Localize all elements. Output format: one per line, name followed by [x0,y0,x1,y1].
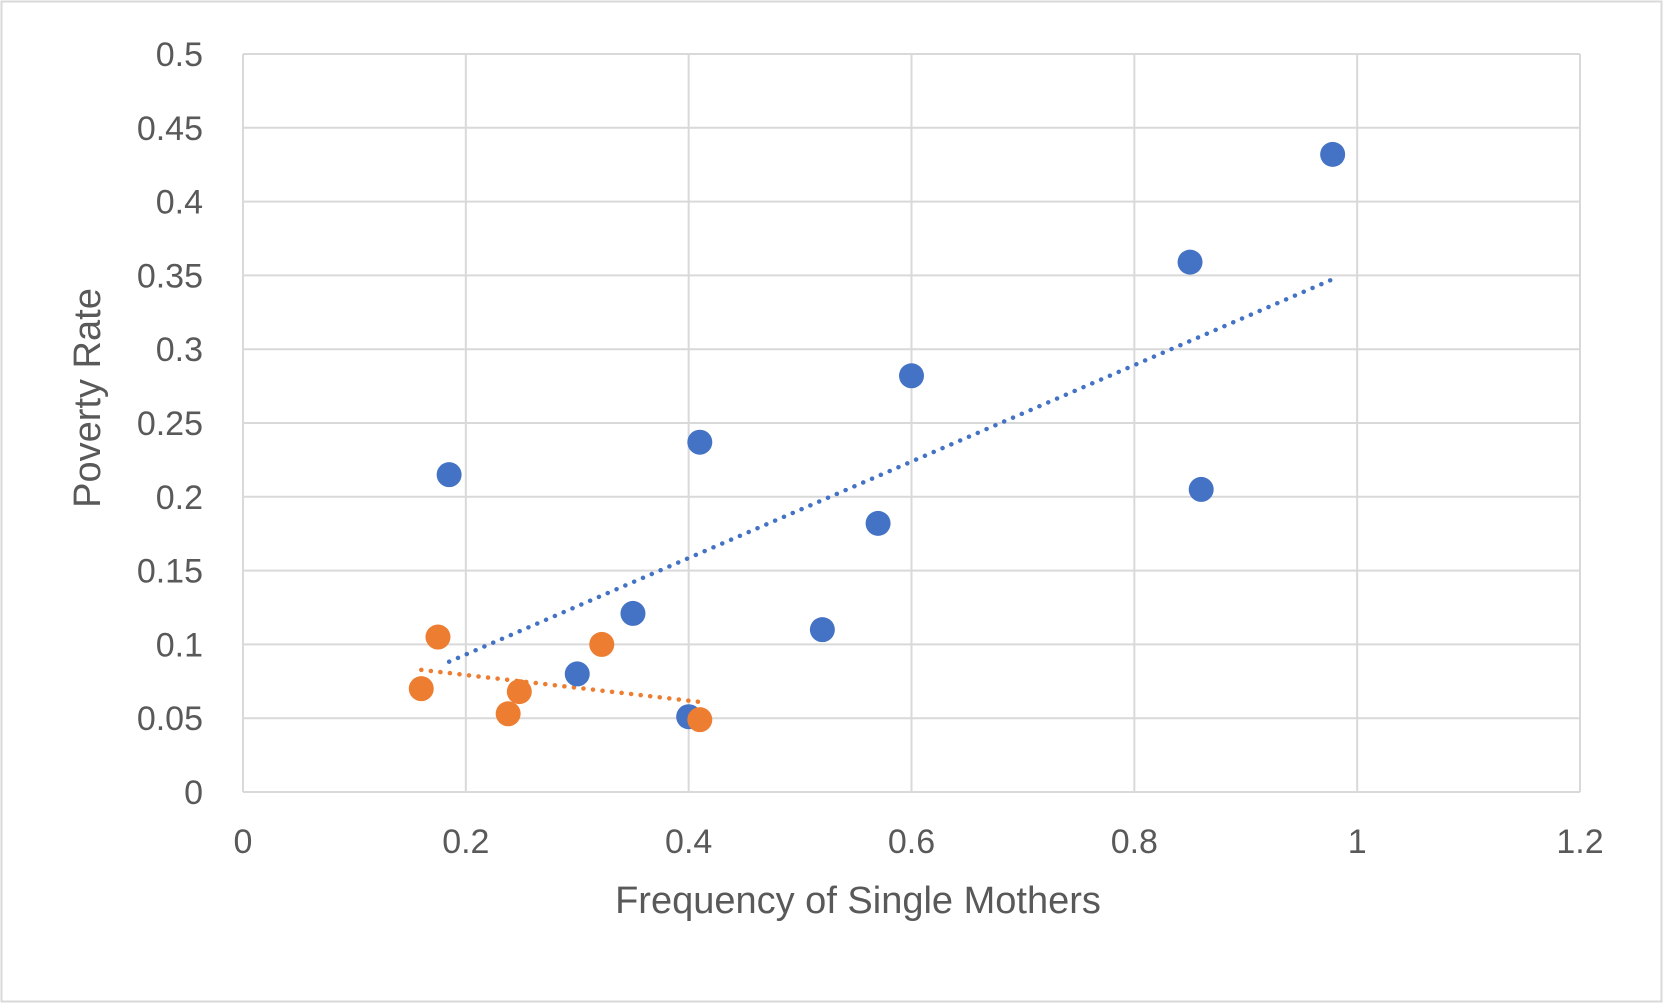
y-tick-label: 0.15 [137,553,203,591]
series-1-point [1320,141,1346,167]
x-tick-label: 0.8 [1111,823,1158,861]
series-2-point [408,676,434,702]
x-tick-label: 0.4 [665,823,712,861]
series-1-point [899,363,924,389]
series-1-point [620,600,646,626]
y-tick-label: 0.25 [137,405,203,443]
y-tick-label: 0.4 [156,184,203,222]
y-tick-label: 0.45 [137,110,203,148]
series-1-point [436,462,462,488]
series-1-point [865,510,891,536]
x-tick-label: 1 [1348,823,1367,861]
y-tick-label: 0.2 [156,479,203,517]
series-1-point [564,661,590,687]
series-1-point [687,429,713,455]
series-2-point [589,631,615,657]
series-1-point [809,617,835,643]
y-tick-label: 0.5 [156,36,203,74]
x-tick-label: 0 [234,823,253,861]
series-2-point [495,701,521,727]
series-1-trendline [446,277,1335,664]
tick-labels: 0 0.05 0.1 0.15 0.2 0.25 0.3 0.35 0.4 0.45 0.5 0 0.2… [137,36,1604,861]
series-2-point [425,624,451,650]
gridlines [242,53,1581,793]
x-tick-label: 0.6 [888,823,935,861]
y-tick-label: 0.05 [137,700,203,738]
series-2-point [506,679,532,705]
x-tick-label: 0.2 [442,823,489,861]
series-1-point [1188,476,1214,502]
y-tick-label: 0 [184,774,203,812]
x-axis-title: Frequency of Single Mothers [615,880,1101,922]
series-1-point [1177,249,1203,275]
series-2-trendline [419,667,703,705]
y-axis-title: Poverty Rate [67,288,109,508]
trendlines [419,277,1335,705]
data-points [408,141,1346,733]
x-tick-label: 1.2 [1556,823,1603,861]
y-tick-label: 0.1 [156,626,203,664]
series-2-point [687,707,713,733]
y-tick-label: 0.3 [156,331,203,369]
y-tick-label: 0.35 [137,257,203,295]
